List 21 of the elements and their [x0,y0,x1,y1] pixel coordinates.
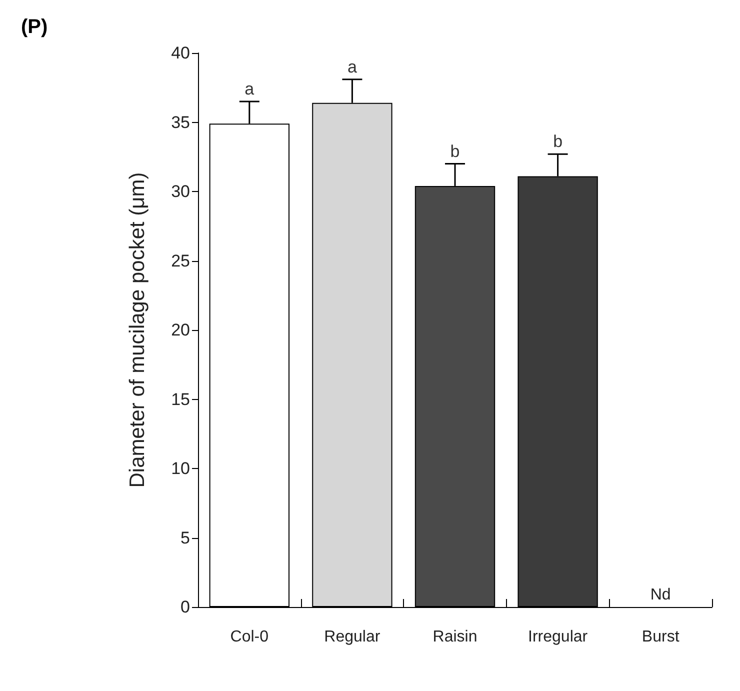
annotation: a [244,79,255,98]
annotation: b [553,132,563,152]
y-tick-label: 35 [171,112,190,132]
annotation: a [347,57,358,76]
annotation: Nd [650,586,671,604]
y-axis-title: Diameter of mucilage pocket (μm) [126,172,149,488]
x-tick-label: Col-0 [230,628,269,646]
y-tick-label: 30 [171,182,190,201]
y-tick-label: 40 [171,44,190,62]
text: (P) [21,16,48,38]
y-tick-label: 20 [171,320,190,340]
x-tick-label: Regular [324,628,381,646]
annotation: b [450,142,460,161]
y-tick-label: 25 [171,251,190,270]
y-tick-label: 10 [171,459,190,478]
y-tick-label: 5 [180,528,190,548]
x-tick-label: Burst [642,628,680,646]
x-tick-label: Raisin [432,628,478,646]
x-tick-label: Irregular [528,628,588,646]
y-tick-label: 15 [171,390,190,409]
y-tick-label: 0 [180,598,190,616]
